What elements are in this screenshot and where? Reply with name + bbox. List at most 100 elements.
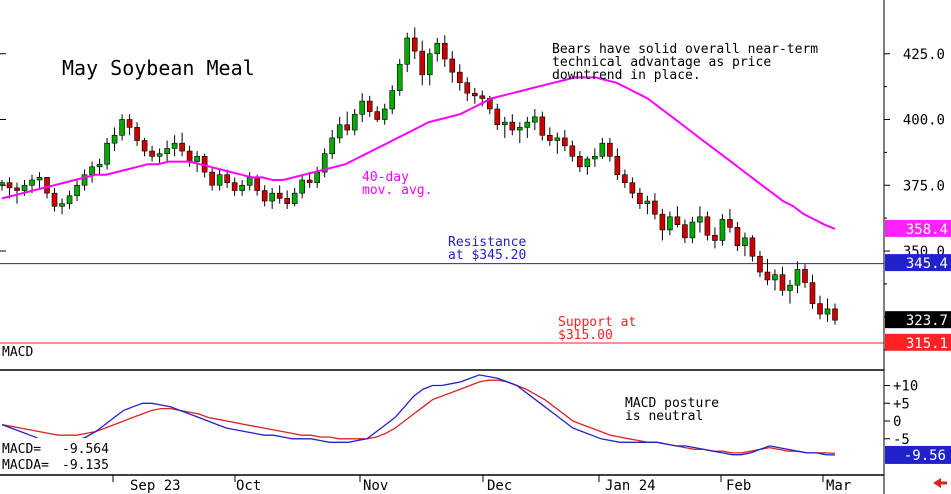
candle-body	[216, 174, 223, 186]
candlestick	[779, 266, 786, 296]
candle-body	[592, 156, 598, 160]
candlestick	[321, 148, 328, 178]
price-tag-label: 345.4	[906, 256, 948, 272]
candlestick	[494, 103, 501, 131]
candlestick	[299, 174, 305, 199]
candlestick	[396, 59, 403, 96]
candlestick	[794, 261, 801, 294]
candlestick	[502, 116, 508, 138]
candle-body	[89, 166, 95, 176]
candlestick	[524, 116, 531, 138]
candle-body	[276, 192, 283, 199]
macd-annotation: MACD posture is neutral	[625, 396, 727, 424]
candlestick	[764, 258, 771, 286]
nav-arrow-shape[interactable]	[933, 478, 941, 488]
candlestick	[51, 187, 58, 212]
date-tick-label: Sep 23	[130, 478, 181, 494]
candlestick	[727, 208, 733, 233]
candlestick	[607, 137, 613, 162]
candle-body	[524, 121, 531, 128]
candlestick	[441, 35, 448, 67]
candle-body	[239, 184, 245, 191]
price-tag-box	[885, 219, 951, 237]
candle-body	[291, 192, 298, 204]
candlestick	[517, 122, 523, 144]
candlestick	[66, 190, 73, 209]
candlestick	[667, 211, 673, 236]
candlestick	[809, 274, 816, 309]
date-tick-label: Feb	[726, 478, 751, 494]
support-label-line-1: Support at	[558, 315, 636, 330]
candle-body	[246, 177, 253, 186]
candlestick	[599, 137, 606, 159]
candle-body	[381, 108, 388, 120]
candlestick	[644, 195, 651, 215]
candle-body	[119, 119, 125, 136]
candlestick	[134, 122, 140, 146]
candlestick	[81, 169, 88, 191]
candlestick	[111, 127, 118, 152]
candle-body	[539, 116, 546, 136]
macd-annotation-line-2: is neutral	[625, 409, 703, 424]
candle-body	[321, 153, 328, 173]
candle-body	[224, 174, 230, 183]
candlestick	[141, 137, 148, 157]
candle-body	[351, 113, 358, 131]
candlestick	[216, 169, 223, 191]
candle-body	[404, 37, 411, 65]
annotation-line-1: Bears have solid overall near-term	[552, 42, 818, 57]
candle-body	[757, 255, 763, 273]
candlestick	[832, 303, 838, 325]
candlestick	[149, 145, 155, 162]
candlestick	[59, 198, 65, 215]
candle-body	[284, 198, 290, 204]
nav-arrow-icon[interactable]	[933, 478, 947, 488]
resistance-label-line-1: Resistance	[448, 235, 526, 250]
candlestick	[772, 269, 778, 291]
candlestick	[89, 161, 95, 183]
macd-readout-name-2: MACDA=	[2, 458, 49, 473]
candle-body	[306, 179, 313, 183]
macd-tick-label: +5	[893, 396, 910, 412]
candlestick	[246, 172, 253, 191]
candle-body	[734, 227, 741, 247]
annotation-line-2: technical advantage as price	[552, 55, 771, 70]
price-tag: 323.7	[885, 311, 951, 329]
nav-arrow-tail[interactable]	[940, 481, 947, 485]
macd-readout-name-1: MACD=	[2, 442, 41, 457]
candle-body	[149, 150, 155, 157]
macd-line	[1, 374, 836, 456]
price-tick-label: 425.0	[903, 47, 945, 63]
candle-body	[607, 142, 613, 157]
macd-value-tag-box	[885, 445, 951, 464]
candlestick	[231, 177, 238, 196]
moving-average-line	[1, 76, 836, 230]
candlestick	[126, 114, 133, 136]
candle-body	[719, 219, 726, 241]
candle-body	[704, 216, 711, 236]
price-tag-label: 358.4	[906, 222, 948, 238]
date-tick-label: Jan 24	[605, 478, 656, 494]
candlestick	[74, 179, 80, 202]
candlestick	[456, 64, 463, 91]
candlestick	[622, 169, 628, 188]
candle-body	[36, 177, 43, 181]
resistance-label-line-2: at $345.20	[448, 248, 526, 263]
candle-body	[419, 50, 426, 76]
candle-body	[254, 177, 260, 191]
candle-body	[59, 203, 65, 207]
support-label: Support at $315.00	[558, 315, 644, 343]
price-tick-label: 400.0	[903, 113, 945, 129]
candle-body	[824, 308, 831, 315]
price-tag-label: 315.1	[906, 336, 948, 352]
candle-body	[667, 216, 673, 231]
candle-body	[547, 134, 553, 141]
candlestick	[614, 148, 621, 180]
bears-annotation: Bears have solid overall near-term techn…	[552, 42, 826, 83]
candle-body	[674, 216, 681, 225]
candle-body	[562, 137, 568, 147]
candle-body	[186, 150, 193, 162]
candle-body	[141, 140, 148, 152]
candle-body	[51, 192, 58, 207]
